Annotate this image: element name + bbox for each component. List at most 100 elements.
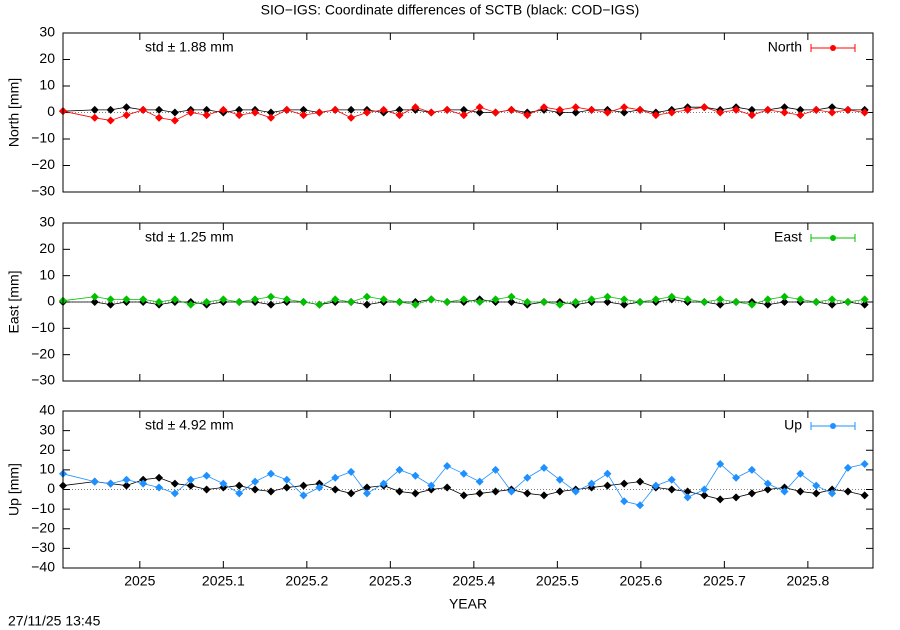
data-point — [235, 298, 244, 306]
data-point — [90, 477, 99, 486]
data-point — [170, 108, 179, 117]
data-point — [347, 113, 356, 122]
y-tick-label: 10 — [39, 77, 55, 93]
y-tick-label: 30 — [39, 214, 55, 230]
data-point — [235, 489, 244, 498]
data-point — [331, 295, 340, 304]
data-point — [122, 481, 131, 490]
data-point — [139, 105, 148, 114]
data-point — [90, 113, 99, 122]
y-tick-label: 10 — [39, 461, 55, 477]
y-tick-label: −30 — [31, 183, 55, 199]
data-point — [475, 103, 484, 112]
y-tick-label: −20 — [31, 345, 55, 361]
data-point — [459, 469, 468, 478]
x-axis-label: YEAR — [449, 596, 487, 612]
data-point — [683, 493, 692, 502]
x-tick-label: 2025.3 — [369, 573, 412, 589]
data-point — [315, 483, 324, 492]
x-tick-label: 2025.8 — [786, 573, 829, 589]
data-point — [362, 489, 371, 498]
data-point — [716, 300, 725, 309]
data-point — [555, 487, 564, 496]
data-point — [427, 481, 436, 490]
data-point — [860, 108, 869, 117]
data-point — [780, 108, 789, 117]
data-point — [732, 105, 741, 114]
data-point — [219, 105, 228, 114]
data-point — [843, 105, 852, 114]
data-point — [780, 103, 789, 112]
data-point — [812, 481, 821, 490]
data-point — [539, 103, 548, 112]
data-point — [379, 479, 388, 488]
data-point — [507, 105, 516, 114]
data-point — [427, 295, 436, 304]
y-tick-label: 20 — [39, 240, 55, 256]
data-point — [700, 298, 709, 306]
data-point — [266, 487, 275, 496]
data-point — [90, 105, 99, 114]
y-tick-label: 0 — [47, 293, 55, 309]
data-point — [651, 481, 660, 490]
data-point — [796, 487, 805, 496]
data-point — [603, 292, 612, 301]
data-point — [331, 485, 340, 494]
y-tick-label: −20 — [31, 156, 55, 172]
data-point — [299, 481, 308, 490]
series-line — [62, 463, 865, 506]
legend-marker — [830, 45, 836, 51]
data-point — [347, 298, 356, 306]
data-point — [523, 473, 532, 482]
data-point — [763, 479, 772, 488]
data-point — [796, 469, 805, 478]
data-point — [106, 105, 115, 114]
data-point — [747, 300, 756, 309]
data-point — [716, 495, 725, 504]
data-point — [828, 295, 837, 304]
data-point — [620, 300, 629, 309]
data-point — [266, 113, 275, 122]
data-point — [555, 475, 564, 484]
y-tick-label: 20 — [39, 50, 55, 66]
y-tick-label: −10 — [31, 130, 55, 146]
data-point — [362, 300, 371, 309]
data-point — [299, 111, 308, 120]
data-point — [282, 295, 291, 304]
data-point — [796, 111, 805, 120]
data-point — [507, 292, 516, 301]
chart-title: SIO−IGS: Coordinate differences of SCTB … — [261, 2, 640, 18]
data-point — [732, 493, 741, 502]
data-point — [90, 298, 99, 306]
data-point — [491, 465, 500, 474]
data-point — [667, 292, 676, 301]
data-point — [347, 105, 356, 114]
data-point — [860, 300, 869, 309]
data-point — [170, 295, 179, 304]
data-point — [395, 465, 404, 474]
data-point — [282, 105, 291, 114]
data-point — [155, 483, 164, 492]
data-point — [443, 298, 452, 306]
legend-marker — [830, 235, 836, 241]
y-tick-label: 40 — [39, 402, 55, 418]
data-point — [219, 295, 228, 304]
data-point — [186, 481, 195, 490]
y-tick-label: −40 — [31, 559, 55, 575]
data-point — [362, 292, 371, 301]
data-point — [411, 103, 420, 112]
data-point — [700, 485, 709, 494]
data-point — [459, 111, 468, 120]
data-point — [620, 295, 629, 304]
data-point — [587, 105, 596, 114]
data-point — [266, 469, 275, 478]
x-tick-label: 2025.1 — [202, 573, 245, 589]
data-point — [683, 487, 692, 496]
data-point — [266, 300, 275, 309]
data-point — [828, 489, 837, 498]
data-point — [475, 489, 484, 498]
data-point — [603, 108, 612, 117]
data-point — [170, 479, 179, 488]
